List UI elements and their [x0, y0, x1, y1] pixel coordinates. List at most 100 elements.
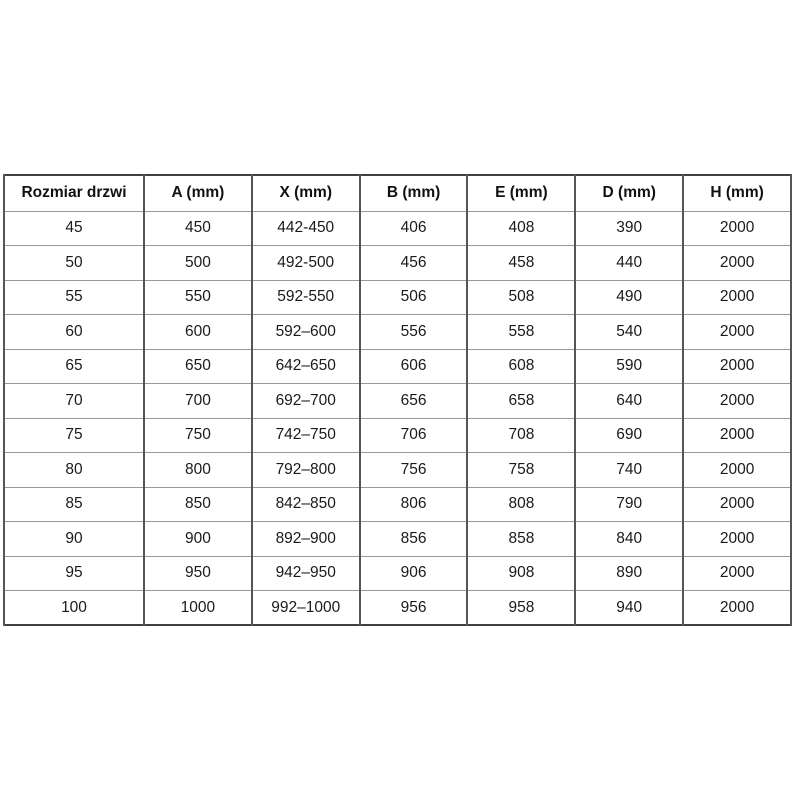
table-row: 85 850 842–850 806 808 790 2000: [3, 486, 792, 522]
table-cell: 500: [143, 245, 253, 281]
table-row: 90 900 892–900 856 858 840 2000: [3, 521, 792, 557]
table-row: 80 800 792–800 756 758 740 2000: [3, 452, 792, 488]
table-header-row: Rozmiar drzwi A (mm) X (mm) B (mm) E (mm) D (…: [3, 174, 792, 212]
table-cell: 408: [466, 210, 577, 246]
table-body: 45 450 442-450 406 408 390 2000 50 500 492-500 456…: [3, 210, 792, 626]
table-cell: 458: [466, 245, 577, 281]
column-header: E (mm): [466, 174, 577, 212]
table-cell: 792–800: [250, 452, 361, 488]
table-cell: 906: [358, 555, 469, 591]
table-cell: 2000: [682, 417, 792, 453]
table-cell: 940: [574, 590, 685, 626]
table-cell: 2000: [682, 245, 792, 281]
table-cell: 642–650: [250, 348, 361, 384]
table-cell: 2000: [682, 383, 792, 419]
table-cell: 2000: [682, 314, 792, 350]
table-cell: 2000: [682, 279, 792, 315]
table-cell: 2000: [682, 210, 792, 246]
table-row: 75 750 742–750 706 708 690 2000: [3, 417, 792, 453]
table-cell: 550: [143, 279, 253, 315]
table-cell: 956: [358, 590, 469, 626]
table-row: 55 550 592-550 506 508 490 2000: [3, 279, 792, 315]
table-cell: 390: [574, 210, 685, 246]
table-cell: 608: [466, 348, 577, 384]
table-cell: 65: [3, 348, 145, 384]
table-cell: 85: [3, 486, 145, 522]
table-cell: 592–600: [250, 314, 361, 350]
table-cell: 658: [466, 383, 577, 419]
table-cell: 692–700: [250, 383, 361, 419]
column-header: X (mm): [250, 174, 361, 212]
table-cell: 450: [143, 210, 253, 246]
table-cell: 490: [574, 279, 685, 315]
table-cell: 856: [358, 521, 469, 557]
column-header: H (mm): [682, 174, 792, 212]
table-cell: 406: [358, 210, 469, 246]
table-row: 50 500 492-500 456 458 440 2000: [3, 245, 792, 281]
table-cell: 592-550: [250, 279, 361, 315]
table-cell: 700: [143, 383, 253, 419]
table-cell: 2000: [682, 486, 792, 522]
table-cell: 992–1000: [250, 590, 361, 626]
table-cell: 690: [574, 417, 685, 453]
table-cell: 90: [3, 521, 145, 557]
table-cell: 890: [574, 555, 685, 591]
table-cell: 850: [143, 486, 253, 522]
table-cell: 442-450: [250, 210, 361, 246]
table-cell: 100: [3, 590, 145, 626]
table-cell: 590: [574, 348, 685, 384]
table-cell: 558: [466, 314, 577, 350]
table-cell: 95: [3, 555, 145, 591]
table-cell: 808: [466, 486, 577, 522]
table-cell: 942–950: [250, 555, 361, 591]
table-cell: 55: [3, 279, 145, 315]
table-cell: 858: [466, 521, 577, 557]
door-size-table: Rozmiar drzwi A (mm) X (mm) B (mm) E (mm) D (…: [3, 174, 792, 626]
table-cell: 900: [143, 521, 253, 557]
table-cell: 75: [3, 417, 145, 453]
table-row: 100 1000 992–1000 956 958 940 2000: [3, 590, 792, 626]
table-cell: 1000: [143, 590, 253, 626]
table-cell: 50: [3, 245, 145, 281]
table-cell: 750: [143, 417, 253, 453]
table-cell: 800: [143, 452, 253, 488]
table-cell: 60: [3, 314, 145, 350]
table-cell: 506: [358, 279, 469, 315]
table-row: 60 600 592–600 556 558 540 2000: [3, 314, 792, 350]
table-cell: 80: [3, 452, 145, 488]
table-cell: 742–750: [250, 417, 361, 453]
column-header: D (mm): [574, 174, 685, 212]
table-row: 95 950 942–950 906 908 890 2000: [3, 555, 792, 591]
column-header: A (mm): [143, 174, 253, 212]
table-cell: 2000: [682, 521, 792, 557]
table-cell: 708: [466, 417, 577, 453]
table-row: 70 700 692–700 656 658 640 2000: [3, 383, 792, 419]
table-cell: 70: [3, 383, 145, 419]
table-cell: 656: [358, 383, 469, 419]
table-cell: 45: [3, 210, 145, 246]
table-cell: 790: [574, 486, 685, 522]
table-cell: 640: [574, 383, 685, 419]
table-cell: 600: [143, 314, 253, 350]
table-cell: 606: [358, 348, 469, 384]
table-cell: 2000: [682, 590, 792, 626]
table-cell: 540: [574, 314, 685, 350]
table-cell: 958: [466, 590, 577, 626]
column-header: B (mm): [358, 174, 469, 212]
table-cell: 2000: [682, 555, 792, 591]
table-cell: 706: [358, 417, 469, 453]
table-cell: 950: [143, 555, 253, 591]
table-cell: 740: [574, 452, 685, 488]
table-cell: 2000: [682, 348, 792, 384]
table-cell: 892–900: [250, 521, 361, 557]
table-cell: 456: [358, 245, 469, 281]
column-header: Rozmiar drzwi: [3, 174, 145, 212]
table-row: 65 650 642–650 606 608 590 2000: [3, 348, 792, 384]
table-cell: 2000: [682, 452, 792, 488]
table-cell: 756: [358, 452, 469, 488]
table-cell: 806: [358, 486, 469, 522]
table-cell: 556: [358, 314, 469, 350]
table-cell: 508: [466, 279, 577, 315]
table-cell: 842–850: [250, 486, 361, 522]
